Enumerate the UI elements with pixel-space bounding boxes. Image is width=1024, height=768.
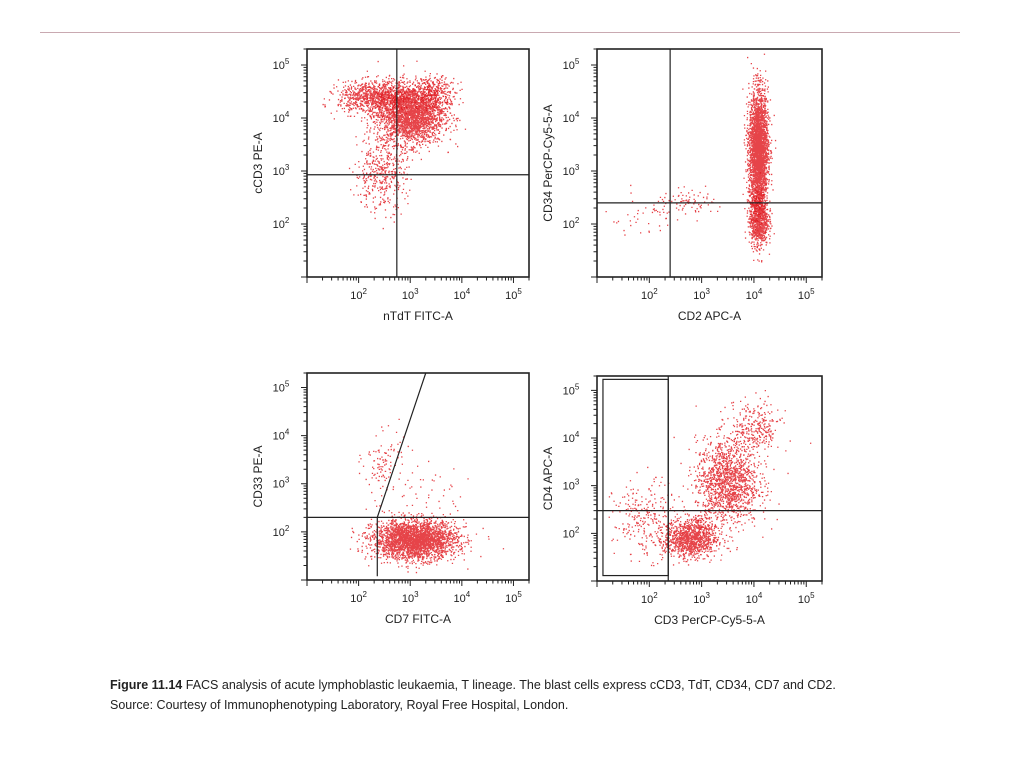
x-tick-label: 102 xyxy=(641,591,658,606)
x-axis-label: nTdT FITC-A xyxy=(383,309,453,323)
figure-label: Figure 11.14 xyxy=(110,678,183,692)
gate-rect xyxy=(602,378,669,577)
y-tick-label: 105 xyxy=(273,379,290,394)
top-rule xyxy=(40,32,960,33)
event-cluster-3 xyxy=(401,460,469,526)
x-tick-label: 105 xyxy=(505,590,522,605)
y-axis-label: CD4 APC-A xyxy=(541,447,555,510)
plot-frame xyxy=(306,48,530,278)
y-axis-label: CD33 PE-A xyxy=(251,445,265,507)
y-tick-label: 105 xyxy=(563,57,580,72)
x-axis-label: CD3 PerCP-Cy5-5-A xyxy=(654,613,765,627)
x-tick-label: 105 xyxy=(798,287,815,302)
x-axis-label: CD7 FITC-A xyxy=(385,612,451,626)
x-tick-label: 103 xyxy=(402,287,419,302)
event-cluster-2 xyxy=(744,172,775,263)
event-cluster-2 xyxy=(322,70,453,123)
axis-ticks xyxy=(301,48,530,283)
x-tick-label: 103 xyxy=(693,287,710,302)
event-cluster-4 xyxy=(605,184,669,236)
events-layer xyxy=(349,418,505,574)
gate-layer xyxy=(597,49,822,277)
figure-description: FACS analysis of acute lymphoblastic leu… xyxy=(185,678,836,692)
panel-cd2-vs-cd34: 102 103 104 105 102 103 104 105 CD2 APC-A CD34 … xyxy=(541,48,823,323)
axes-layer: 102 103 104 105 102 103 104 105 xyxy=(273,372,530,605)
x-tick-label: 103 xyxy=(693,591,710,606)
plot-frame xyxy=(306,372,530,581)
events-layer xyxy=(608,390,812,567)
panel-cd7-vs-cd33: 102 103 104 105 102 103 104 105 CD7 FITC-A CD33… xyxy=(251,372,530,626)
gate-layer xyxy=(307,49,529,277)
y-tick-label: 103 xyxy=(563,163,580,178)
x-tick-label: 104 xyxy=(746,287,763,302)
x-tick-label: 102 xyxy=(641,287,658,302)
events-layer xyxy=(605,53,777,263)
x-tick-label: 104 xyxy=(453,590,470,605)
y-tick-label: 105 xyxy=(563,382,580,397)
axis-ticks xyxy=(591,375,823,587)
y-tick-label: 104 xyxy=(563,430,580,445)
figure-caption: Figure 11.14 FACS analysis of acute lymp… xyxy=(110,675,970,715)
gate-layer xyxy=(597,376,822,581)
y-axis-label: CD34 PerCP-Cy5-5-A xyxy=(541,104,555,221)
event-cluster-1 xyxy=(349,507,505,574)
y-tick-label: 102 xyxy=(563,216,580,231)
y-tick-label: 103 xyxy=(273,163,290,178)
figure-source: Source: Courtesy of Immunophenotyping La… xyxy=(110,698,569,712)
event-cluster-1 xyxy=(646,497,731,566)
y-tick-label: 103 xyxy=(273,476,290,491)
plot-frame xyxy=(596,48,823,278)
y-tick-label: 104 xyxy=(273,110,290,125)
event-cluster-4 xyxy=(348,117,413,230)
plot-frame xyxy=(596,375,823,582)
gate-polyline xyxy=(376,372,427,577)
axes-layer: 102 103 104 105 102 103 104 105 xyxy=(563,375,823,606)
y-tick-label: 102 xyxy=(563,525,580,540)
panel-tdt-vs-ccd3: 102 103 104 105 102 103 104 105 nTdT FITC-A cCD… xyxy=(251,48,530,323)
y-tick-label: 103 xyxy=(563,478,580,493)
x-tick-label: 104 xyxy=(453,287,470,302)
axes-layer: 102 103 104 105 102 103 104 105 xyxy=(273,48,530,302)
axis-ticks xyxy=(301,372,530,586)
x-tick-label: 105 xyxy=(505,287,522,302)
axis-ticks xyxy=(591,48,823,283)
gate-layer xyxy=(307,372,529,577)
x-tick-label: 105 xyxy=(798,591,815,606)
x-tick-label: 102 xyxy=(350,590,367,605)
x-tick-label: 104 xyxy=(746,591,763,606)
event-cluster-3 xyxy=(408,73,463,116)
event-cluster-1 xyxy=(742,53,777,250)
x-axis-label: CD2 APC-A xyxy=(678,309,741,323)
y-axis-label: cCD3 PE-A xyxy=(251,132,265,193)
y-tick-label: 102 xyxy=(273,524,290,539)
x-tick-label: 102 xyxy=(350,287,367,302)
axes-layer: 102 103 104 105 102 103 104 105 xyxy=(563,48,823,302)
caption-line: Figure 11.14 FACS analysis of acute lymp… xyxy=(110,675,970,695)
event-cluster-2 xyxy=(673,405,780,551)
x-tick-label: 103 xyxy=(402,590,419,605)
events-layer xyxy=(322,60,467,230)
y-tick-label: 104 xyxy=(273,428,290,443)
y-tick-label: 105 xyxy=(273,57,290,72)
event-cluster-3 xyxy=(652,185,721,222)
event-cluster-1 xyxy=(348,60,467,175)
panel-cd3-vs-cd4: 102 103 104 105 102 103 104 105 CD3 PerCP-Cy5-5… xyxy=(541,375,823,627)
y-tick-label: 104 xyxy=(563,110,580,125)
event-cluster-2 xyxy=(358,418,414,513)
y-tick-label: 102 xyxy=(273,216,290,231)
